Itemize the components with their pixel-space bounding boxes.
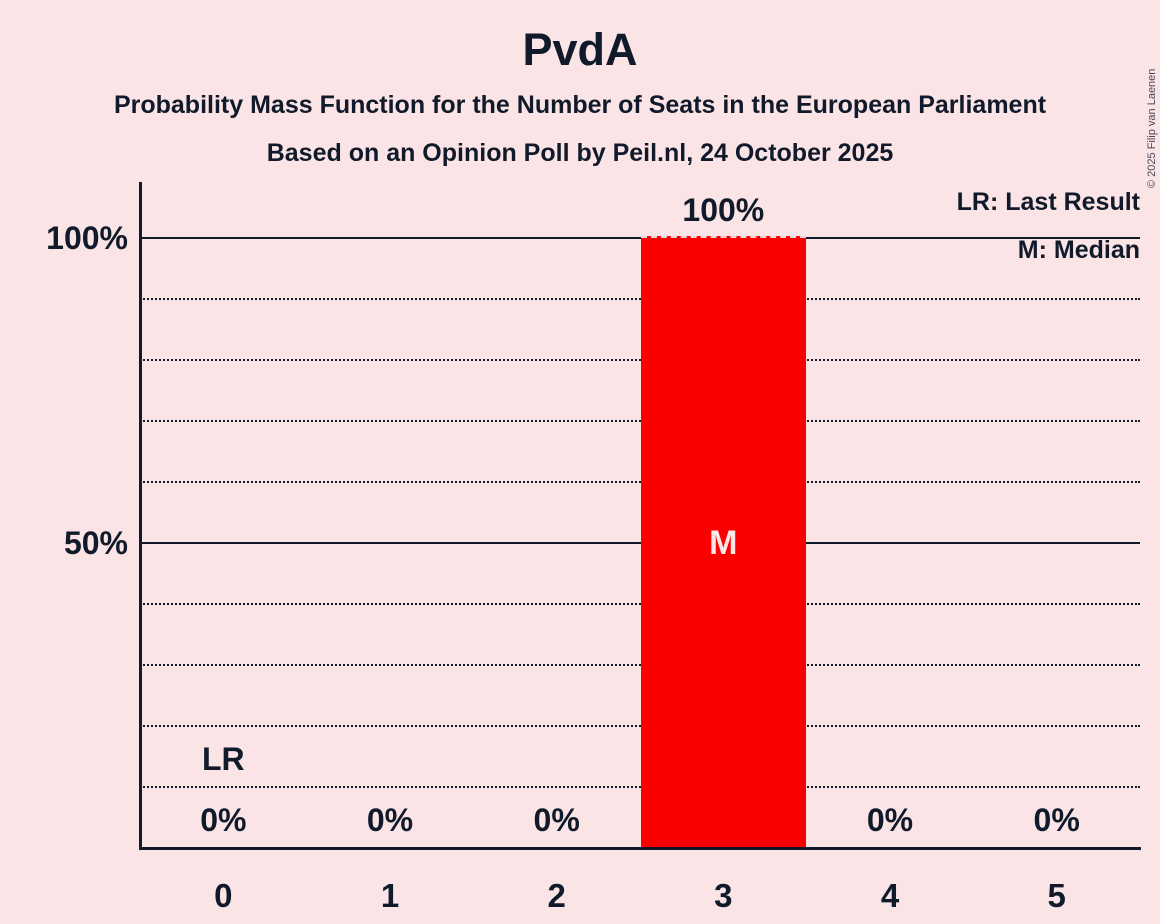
legend-median: M: Median [1017,236,1140,264]
gridline-80pct [140,358,1140,361]
y-axis [139,182,142,848]
gridline-30pct [140,663,1140,666]
x-tick-label-4: 4 [880,877,900,914]
gridline-10pct [140,785,1140,788]
median-marker: M [709,524,738,562]
chart-subtitle: Probability Mass Function for the Number… [113,91,1047,119]
gridline-100pct [140,236,1140,239]
gridline-60pct [140,480,1140,483]
legend-last-result: LR: Last Result [956,188,1140,216]
x-tick-label-2: 2 [547,877,566,914]
last-result-marker: LR [202,741,245,777]
x-tick-label-5: 5 [1047,877,1066,914]
chart-title: PvdA [522,24,638,75]
gridline-90pct [140,297,1140,300]
x-axis [139,846,1141,850]
bar-value-label-seat-1: 0% [366,802,414,838]
gridline-20pct [140,724,1140,727]
chart-source-line: Based on an Opinion Poll by Peil.nl, 24 … [266,139,894,167]
bar-value-label-seat-3: 100% [682,192,765,228]
bar-value-label-seat-4: 0% [866,802,914,838]
gridline-50pct [140,541,1140,544]
x-tick-label-3: 3 [714,877,733,914]
bar-value-label-seat-2: 0% [533,802,580,838]
x-tick-label-1: 1 [380,877,400,914]
gridline-40pct [140,602,1140,605]
bar-seat-3 [640,236,806,848]
bar-value-label-seat-5: 0% [1033,802,1080,838]
bar-value-label-seat-0: 0% [200,802,247,838]
copyright-note: © 2025 Filip van Laenen [1146,68,1158,188]
y-tick-label-50: 50% [63,525,128,561]
x-tick-label-0: 0 [214,877,233,914]
y-tick-label-100: 100% [46,220,128,256]
gridline-70pct [140,419,1140,422]
bar-top-gridline-overlay [640,236,806,238]
